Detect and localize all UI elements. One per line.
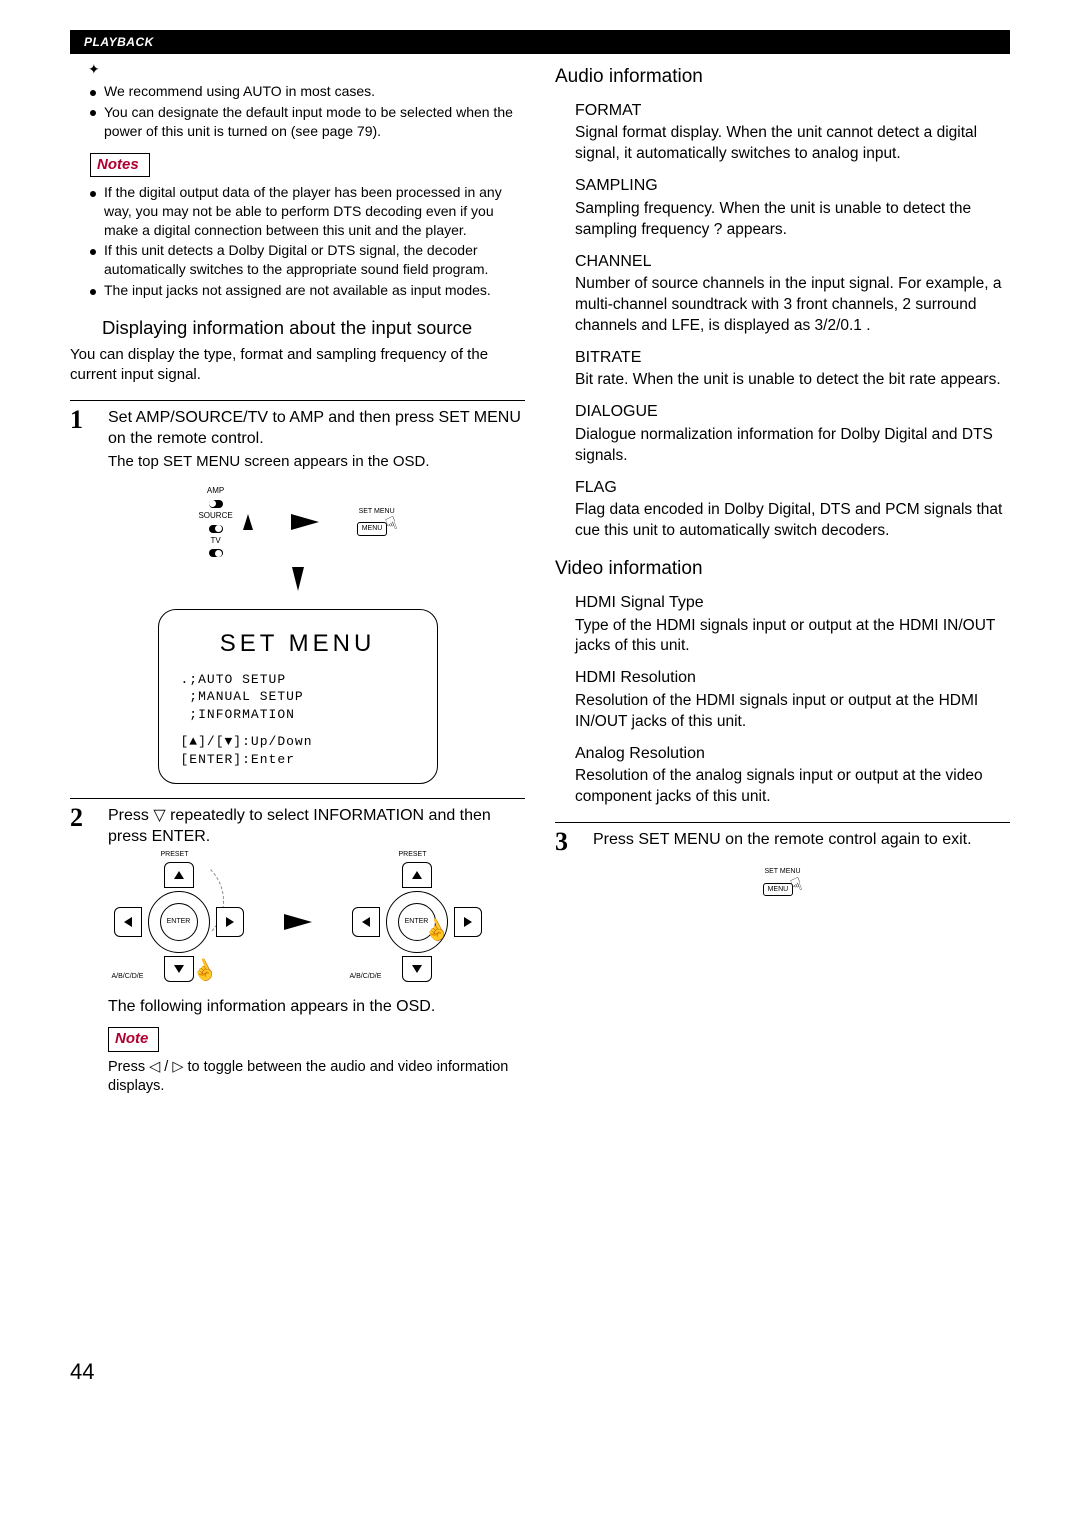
subheading: Displaying information about the input s… xyxy=(102,316,525,341)
osd-line: ;INFORMATION xyxy=(181,706,415,724)
right-arrow-icon xyxy=(284,914,312,930)
step-3: 3 Press SET MENU on the remote control a… xyxy=(555,829,1010,855)
switch-label-source: SOURCE xyxy=(198,511,232,522)
dpad-right-diagram: PRESET A/B/C/D/E ENTER ☝ xyxy=(352,862,482,982)
tri-right-icon xyxy=(464,917,472,927)
note-label: Note xyxy=(108,1027,159,1051)
notes-label: Notes xyxy=(90,153,150,177)
term-desc: Signal format display. When the unit can… xyxy=(575,123,1010,165)
abcde-label: A/B/C/D/E xyxy=(350,972,382,981)
term-heading: FORMAT xyxy=(575,100,1010,122)
down-arrow-icon xyxy=(292,567,304,591)
audio-info-title: Audio information xyxy=(555,64,1010,90)
abcde-label: A/B/C/D/E xyxy=(112,972,144,981)
term-desc: Flag data encoded in Dolby Digital, DTS … xyxy=(575,500,1010,542)
term-heading: CHANNEL xyxy=(575,251,1010,273)
note-item: If the digital output data of the player… xyxy=(90,183,525,240)
step2-after: The following information appears in the… xyxy=(108,996,525,1018)
switch-label-tv: TV xyxy=(210,536,220,547)
tip-item: You can designate the default input mode… xyxy=(90,103,525,141)
preset-label: PRESET xyxy=(399,850,427,859)
tri-left-icon xyxy=(362,917,370,927)
tip-item: We recommend using AUTO in most cases. xyxy=(90,82,525,101)
switch-amp-icon xyxy=(209,500,223,508)
up-arrow-icon xyxy=(243,514,253,530)
page-number: 44 xyxy=(70,1357,525,1387)
video-info-title: Video information xyxy=(555,556,1010,582)
tri-up-icon xyxy=(174,871,184,879)
note2-text: Press ◁ / ▷ to toggle between the audio … xyxy=(108,1058,525,1097)
osd-line: [▲]/[▼]:Up/Down xyxy=(181,733,415,751)
term-desc: Resolution of the HDMI signals input or … xyxy=(575,691,1010,733)
term-heading: HDMI Signal Type xyxy=(575,592,1010,614)
set-menu-box: MENU xyxy=(357,522,388,535)
term-desc: Sampling frequency. When the unit is una… xyxy=(575,199,1010,241)
term-desc: Dialogue normalization information for D… xyxy=(575,425,1010,467)
right-column: Audio information FORMAT Signal format d… xyxy=(555,60,1010,1386)
step-subtext: The top SET MENU screen appears in the O… xyxy=(108,452,525,472)
osd-line: .;AUTO SETUP xyxy=(181,671,415,689)
osd-line: ;MANUAL SETUP xyxy=(181,688,415,706)
tri-down-icon xyxy=(412,965,422,973)
term-desc: Bit rate. When the unit is unable to det… xyxy=(575,370,1010,391)
term-heading: FLAG xyxy=(575,477,1010,499)
tips-list: We recommend using AUTO in most cases. Y… xyxy=(90,82,525,141)
term-desc: Resolution of the analog signals input o… xyxy=(575,766,1010,808)
osd-title: SET MENU xyxy=(181,628,415,660)
term-heading: DIALOGUE xyxy=(575,401,1010,423)
step-1: 1 Set AMP/SOURCE/TV to AMP and then pres… xyxy=(70,407,525,472)
switch-label-amp: AMP xyxy=(207,486,224,497)
step-2: 2 Press ▽ repeatedly to select INFORMATI… xyxy=(70,805,525,848)
set-menu-box: MENU xyxy=(763,883,794,896)
osd-screen: SET MENU .;AUTO SETUP ;MANUAL SETUP ;INF… xyxy=(158,609,438,783)
step-text: Set AMP/SOURCE/TV to AMP and then press … xyxy=(108,407,525,450)
step-text: Press ▽ repeatedly to select INFORMATION… xyxy=(108,805,525,848)
step-number: 1 xyxy=(70,407,94,433)
notes-list: If the digital output data of the player… xyxy=(90,183,525,300)
term-desc: Number of source channels in the input s… xyxy=(575,274,1010,337)
tip-icon: ✦ xyxy=(88,60,525,79)
subheading-desc: You can display the type, format and sam… xyxy=(70,345,525,386)
note-item: If this unit detects a Dolby Digital or … xyxy=(90,241,525,279)
rule xyxy=(70,400,525,401)
term-heading: BITRATE xyxy=(575,347,1010,369)
left-column: ✦ We recommend using AUTO in most cases.… xyxy=(70,60,525,1386)
step3-remote: SET MENU MENU ☟ xyxy=(555,867,1010,897)
term-heading: HDMI Resolution xyxy=(575,667,1010,689)
step-body: Press ▽ repeatedly to select INFORMATION… xyxy=(108,805,525,848)
term-heading: SAMPLING xyxy=(575,175,1010,197)
section-label: PLAYBACK xyxy=(78,33,160,51)
rule xyxy=(70,798,525,799)
note-item: The input jacks not assigned are not ava… xyxy=(90,281,525,300)
term-heading: Analog Resolution xyxy=(575,743,1010,765)
right-arrow-icon xyxy=(291,514,319,530)
set-menu-button: SET MENU MENU ☟ xyxy=(357,507,397,537)
step-number: 2 xyxy=(70,805,94,831)
osd-line: [ENTER]:Enter xyxy=(181,751,415,769)
tri-right-icon xyxy=(226,917,234,927)
tri-left-icon xyxy=(124,917,132,927)
tri-up-icon xyxy=(412,871,422,879)
switch-tv-icon xyxy=(209,549,223,557)
tri-down-icon xyxy=(174,965,184,973)
section-header: PLAYBACK xyxy=(70,30,1010,54)
enter-button: ENTER xyxy=(160,903,198,941)
switch-source-icon xyxy=(209,525,223,533)
step-body: Set AMP/SOURCE/TV to AMP and then press … xyxy=(108,407,525,472)
dpad-left-diagram: PRESET A/B/C/D/E ENTER ☝ xyxy=(114,862,244,982)
dpad-illustration: PRESET A/B/C/D/E ENTER ☝ PRESET A/B/C/D/… xyxy=(70,862,525,982)
step-text: Press SET MENU on the remote control aga… xyxy=(593,829,1010,851)
step1-illustration: AMP SOURCE TV SET MENU MENU ☟ xyxy=(70,486,525,784)
rule xyxy=(555,822,1010,823)
step-body: Press SET MENU on the remote control aga… xyxy=(593,829,1010,851)
term-desc: Type of the HDMI signals input or output… xyxy=(575,616,1010,658)
columns: ✦ We recommend using AUTO in most cases.… xyxy=(70,60,1010,1386)
step-number: 3 xyxy=(555,829,579,855)
